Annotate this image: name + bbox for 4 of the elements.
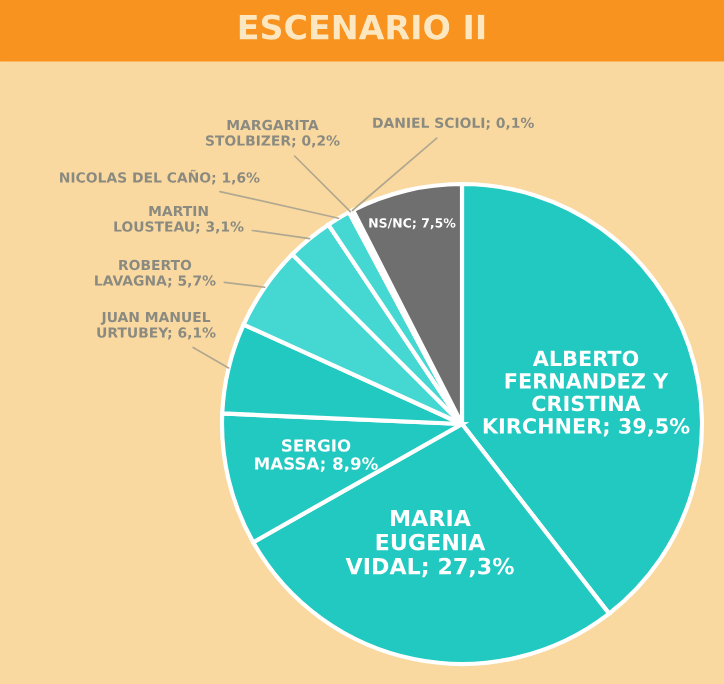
slice-label: ALBERTO FERNANDEZ Y CRISTINA KIRCHNER; 39,5%: [483, 350, 690, 437]
slice-label: SERGIO MASSA; 8,9%: [255, 439, 378, 472]
chart-title: ESCENARIO II: [239, 14, 485, 40]
slice-label: MARIA EUGENIA VIDAL; 27,3%: [345, 509, 514, 578]
